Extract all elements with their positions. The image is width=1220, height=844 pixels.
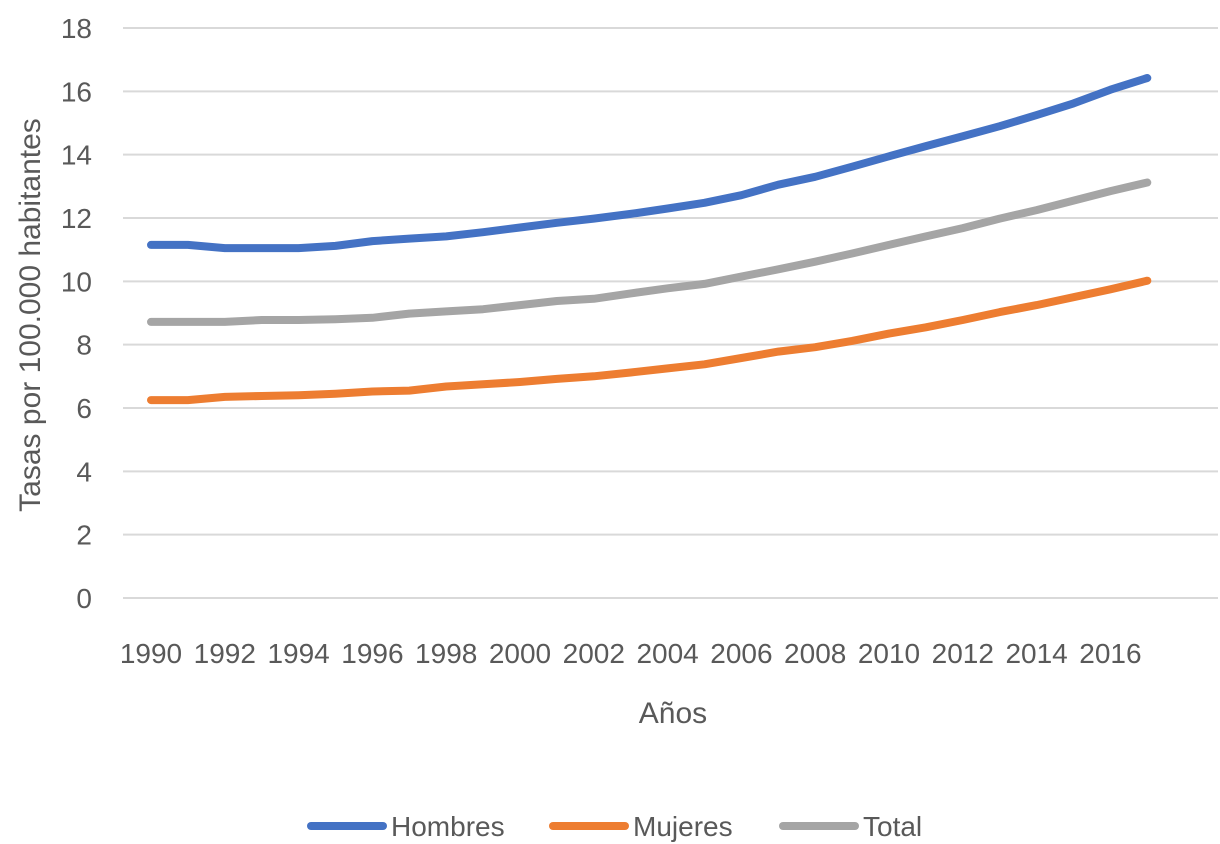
x-tick-label: 2008 bbox=[784, 638, 846, 669]
y-axis-ticks: 0 2 4 6 8 10 12 14 16 18 bbox=[61, 13, 92, 614]
y-tick-label: 0 bbox=[76, 583, 92, 614]
legend-label-mujeres: Mujeres bbox=[633, 811, 733, 842]
y-tick-label: 2 bbox=[76, 520, 92, 551]
gridlines bbox=[123, 27, 1218, 599]
x-tick-label: 1994 bbox=[267, 638, 329, 669]
series-line-mujeres bbox=[147, 276, 1152, 405]
x-tick-label: 2000 bbox=[489, 638, 551, 669]
x-tick-label: 1990 bbox=[120, 638, 182, 669]
x-tick-label: 2004 bbox=[636, 638, 698, 669]
legend-label-hombres: Hombres bbox=[391, 811, 505, 842]
y-tick-label: 18 bbox=[61, 13, 92, 44]
x-tick-label: 2010 bbox=[858, 638, 920, 669]
x-tick-label: 1998 bbox=[415, 638, 477, 669]
y-tick-label: 14 bbox=[61, 140, 92, 171]
series-line-hombres bbox=[147, 74, 1152, 253]
x-tick-label: 2012 bbox=[932, 638, 994, 669]
y-tick-label: 8 bbox=[76, 330, 92, 361]
series-line-total bbox=[147, 178, 1152, 326]
y-tick-label: 6 bbox=[76, 393, 92, 424]
x-tick-label: 2014 bbox=[1005, 638, 1067, 669]
y-tick-label: 12 bbox=[61, 203, 92, 234]
x-axis-ticks: 1990 1992 1994 1996 1998 2000 2002 2004 2006 2008… bbox=[120, 638, 1142, 669]
x-axis-title: Años bbox=[639, 697, 707, 730]
y-tick-label: 16 bbox=[61, 76, 92, 107]
x-tick-label: 1996 bbox=[341, 638, 403, 669]
series-lines bbox=[147, 74, 1152, 405]
y-axis-title: Tasas por 100.000 habitantes bbox=[14, 118, 47, 512]
x-tick-label: 1992 bbox=[194, 638, 256, 669]
y-tick-label: 10 bbox=[61, 266, 92, 297]
y-tick-label: 4 bbox=[76, 456, 92, 487]
legend: Hombres Mujeres Total bbox=[307, 811, 922, 842]
x-tick-label: 2016 bbox=[1079, 638, 1141, 669]
legend-label-total: Total bbox=[863, 811, 922, 842]
x-tick-label: 2002 bbox=[563, 638, 625, 669]
x-tick-label: 2006 bbox=[710, 638, 772, 669]
